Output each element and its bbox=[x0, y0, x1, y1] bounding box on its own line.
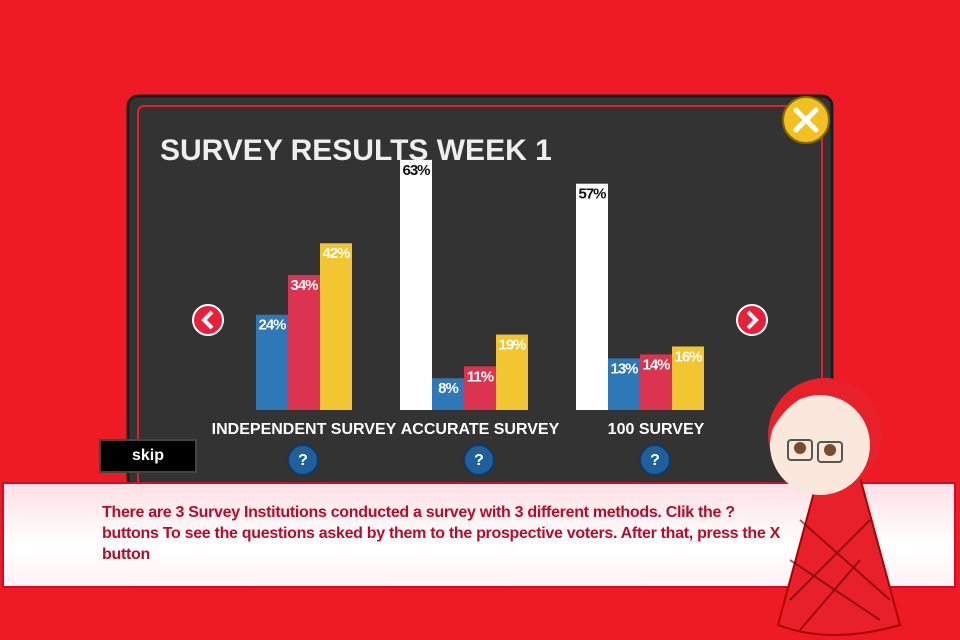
help-circle bbox=[287, 444, 319, 476]
bar bbox=[464, 366, 496, 410]
next-arrow[interactable] bbox=[736, 304, 768, 336]
help-button[interactable]: ? bbox=[287, 444, 319, 476]
bar-value-label: 8% bbox=[438, 380, 458, 397]
category-label: INDEPENDENT SURVEY bbox=[212, 421, 397, 438]
bar bbox=[576, 183, 608, 410]
category-label: ACCURATE SURVEY bbox=[401, 421, 560, 438]
category-label: 100 SURVEY bbox=[608, 421, 705, 438]
bar-value-label: 42% bbox=[322, 245, 350, 262]
help-button[interactable]: ? bbox=[463, 444, 495, 476]
bar-value-label: 24% bbox=[258, 317, 286, 334]
bar-value-label: 14% bbox=[642, 356, 670, 373]
skip-button[interactable]: skip bbox=[99, 439, 197, 473]
close-button[interactable] bbox=[782, 96, 830, 144]
panel-title: SURVEY RESULTS WEEK 1 bbox=[160, 134, 552, 167]
bar-value-label: 57% bbox=[578, 186, 606, 203]
prev-arrow[interactable] bbox=[192, 304, 224, 336]
help-circle bbox=[463, 444, 495, 476]
chart: INDEPENDENT SURVEY? 24% 34%42% ACCURATE SUR… bbox=[212, 159, 705, 476]
bar bbox=[608, 358, 640, 410]
bar bbox=[400, 159, 432, 410]
dialog-box: There are 3 Survey Institutions conducte… bbox=[2, 482, 956, 588]
help-label: ? bbox=[474, 452, 484, 469]
help-button[interactable]: ? bbox=[639, 444, 671, 476]
help-label: ? bbox=[650, 452, 660, 469]
help-label: ? bbox=[298, 452, 308, 469]
bar bbox=[496, 334, 528, 410]
skip-label: skip bbox=[132, 447, 164, 464]
dialog-text: There are 3 Survey Institutions conducte… bbox=[102, 504, 781, 563]
bar bbox=[256, 314, 288, 410]
bar bbox=[320, 243, 352, 410]
bar-value-label: 63% bbox=[402, 162, 430, 179]
help-circle bbox=[639, 444, 671, 476]
bar-value-label: 19% bbox=[498, 337, 526, 354]
bar bbox=[432, 378, 464, 410]
bar bbox=[672, 346, 704, 410]
bar-value-label: 34% bbox=[290, 277, 318, 294]
bar-value-label: 11% bbox=[467, 368, 494, 385]
bar bbox=[640, 354, 672, 410]
bar bbox=[288, 275, 320, 410]
bar-value-label: 13% bbox=[610, 360, 638, 377]
bar-value-label: 16% bbox=[674, 348, 702, 365]
